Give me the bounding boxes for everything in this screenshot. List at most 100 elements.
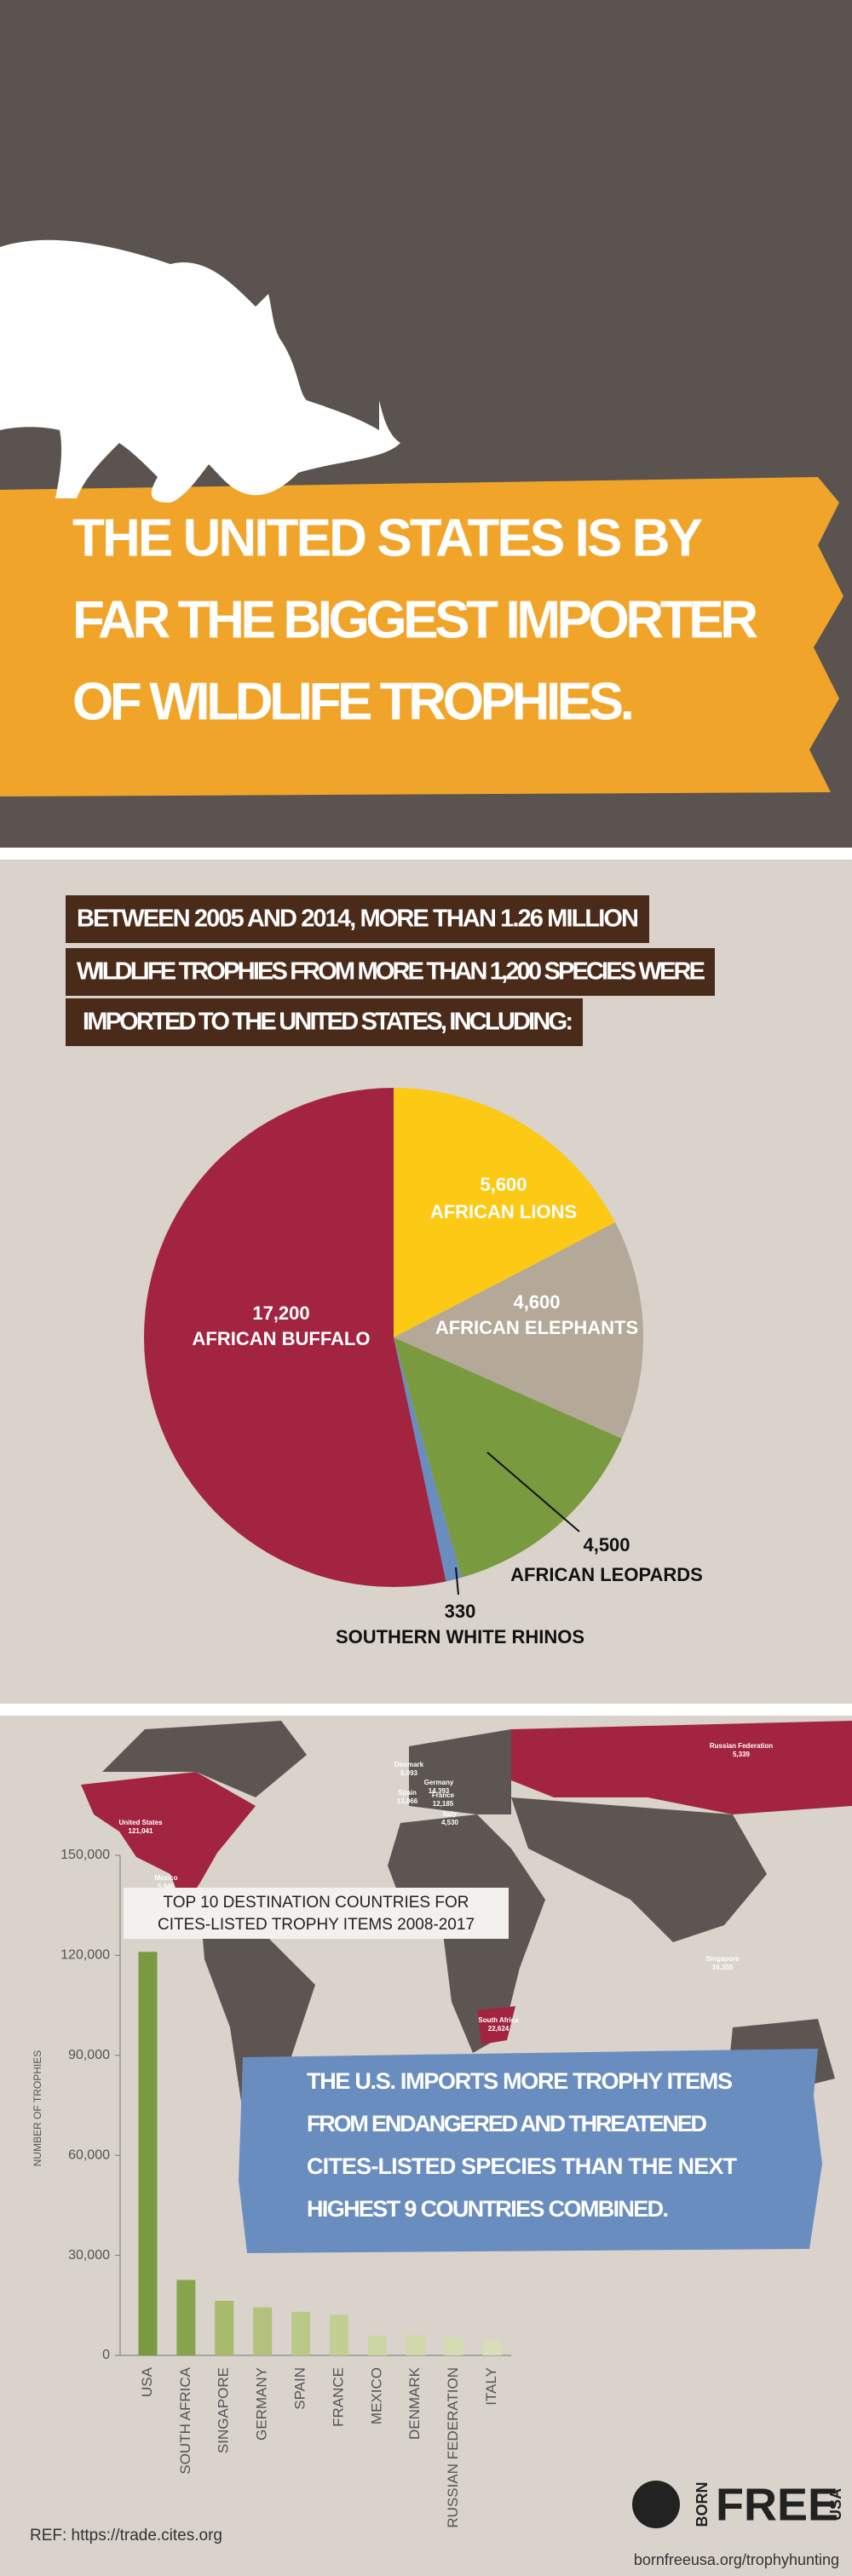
map-country: Italy xyxy=(443,1810,458,1818)
callout-line: FROM ENDANGERED AND THREATENED xyxy=(307,2111,707,2136)
map-value: 14,393 xyxy=(429,1787,450,1795)
pie-slice xyxy=(144,1088,446,1587)
x-tick-label: GERMANY xyxy=(254,2367,270,2441)
intro-line: WILDLIFE TROPHIES FROM MORE THAN 1,200 S… xyxy=(77,958,705,986)
map-south-america xyxy=(200,1908,315,2147)
pie-category-label: AFRICAN BUFFALO xyxy=(193,1328,371,1349)
logo-icon xyxy=(632,2481,680,2528)
callout-line: HIGHEST 9 COUNTRIES COMBINED. xyxy=(307,2196,669,2222)
x-tick-label: USA xyxy=(139,2366,155,2397)
map-country: United States xyxy=(118,1819,163,1826)
bar xyxy=(176,2280,196,2355)
y-tick-label: 120,000 xyxy=(60,1948,110,1963)
y-tick-label: 150,000 xyxy=(60,1848,110,1862)
map-value: 6,093 xyxy=(400,1769,418,1777)
divider xyxy=(0,1704,852,1716)
map-country: Russian Federation xyxy=(710,1742,773,1750)
x-tick-label: SPAIN xyxy=(292,2367,308,2410)
x-tick-label: ITALY xyxy=(483,2367,499,2406)
map-country: Singapore xyxy=(705,1955,740,1963)
map-value: 13,066 xyxy=(397,1797,418,1805)
title-line: THE UNITED STATES IS BY xyxy=(72,509,703,567)
pie-value-label: 5,600 xyxy=(480,1174,527,1195)
reference: REF: https://trade.cites.org xyxy=(30,2527,222,2544)
leader-line xyxy=(455,1567,459,1596)
intro-box xyxy=(66,895,649,943)
map-country: Mexico xyxy=(154,1874,177,1882)
map-russia xyxy=(511,1721,852,1814)
callout-line: THE U.S. IMPORTS MORE TROPHY ITEMS xyxy=(307,2068,733,2094)
map-value: 5,339 xyxy=(733,1751,751,1758)
pie-value-label: 330 xyxy=(445,1601,476,1622)
callout-box xyxy=(239,2049,822,2253)
intro-line: BETWEEN 2005 AND 2014, MORE THAN 1.26 MI… xyxy=(77,906,639,933)
logo-born: BORN xyxy=(694,2482,711,2527)
pie-value-label: 4,500 xyxy=(583,1534,630,1555)
pie-category-label: AFRICAN LEOPARDS xyxy=(510,1564,703,1585)
x-tick-label: SOUTH AFRICA xyxy=(177,2366,193,2474)
map-value: 16,355 xyxy=(712,1964,734,1971)
bar xyxy=(329,2314,348,2355)
pie-category-label: SOUTHERN WHITE RHINOS xyxy=(336,1626,584,1647)
map-usa xyxy=(81,1772,256,1908)
leader-line xyxy=(486,1452,580,1532)
map-country: Spain xyxy=(398,1789,417,1797)
map-country: Germany xyxy=(424,1779,454,1786)
y-tick-label: 30,000 xyxy=(68,2248,110,2263)
title-line: FAR THE BIGGEST IMPORTER xyxy=(72,590,758,649)
bar xyxy=(215,2300,234,2355)
map-canada xyxy=(102,1721,307,1797)
x-tick-label: FRANCE xyxy=(330,2367,346,2427)
map-value: 4,530 xyxy=(441,1819,459,1826)
pie-slice xyxy=(394,1222,643,1439)
logo-free: FREE xyxy=(716,2479,838,2530)
pie-slice xyxy=(394,1337,622,1578)
map-asia xyxy=(511,1797,767,1942)
bar xyxy=(482,2340,502,2355)
intro-box xyxy=(66,998,583,1046)
y-tick-label: 0 xyxy=(102,2348,110,2362)
bar xyxy=(444,2337,463,2355)
pie-category-label: AFRICAN LIONS xyxy=(430,1201,577,1222)
pie-value-label: 4,600 xyxy=(513,1291,560,1313)
map-country: Denmark xyxy=(394,1761,424,1768)
map-country: France xyxy=(432,1791,455,1799)
bar xyxy=(291,2311,311,2355)
bar-title-box xyxy=(124,1888,509,1939)
bar-title: TOP 10 DESTINATION COUNTRIES FOR xyxy=(164,1894,469,1912)
title-line: OF WILDLIFE TROPHIES. xyxy=(72,672,635,731)
map-value: 5,946 xyxy=(158,1883,176,1890)
bar xyxy=(253,2307,273,2355)
y-tick-label: 90,000 xyxy=(68,2048,110,2062)
pie-value-label: 17,200 xyxy=(252,1302,309,1324)
callout-line: CITES-LISTED SPECIES THAN THE NEXT xyxy=(307,2153,738,2179)
url: bornfreeusa.org/trophyhunting xyxy=(634,2551,839,2568)
intro-box xyxy=(66,948,715,996)
map-value: 12,185 xyxy=(433,1800,454,1808)
rhino-silhouette xyxy=(0,239,400,503)
pie-slice xyxy=(394,1337,462,1582)
x-tick-label: MEXICO xyxy=(368,2367,384,2424)
intro-line: IMPORTED TO THE UNITED STATES, INCLUDING… xyxy=(83,1009,573,1036)
pie-slice xyxy=(394,1088,616,1337)
x-tick-label: DENMARK xyxy=(406,2366,423,2440)
map-value: 22,624 xyxy=(488,2025,509,2033)
bar xyxy=(138,1952,158,2355)
brush-stroke xyxy=(0,477,843,796)
x-tick-label: RUSSIAN FEDERATION xyxy=(445,2367,461,2528)
bar-title: CITES-LISTED TROPHY ITEMS 2008-2017 xyxy=(158,1916,475,1934)
map-south-africa xyxy=(477,2006,515,2044)
x-tick-label: SINGAPORE xyxy=(216,2367,232,2453)
map-value: 121,041 xyxy=(129,1827,153,1835)
map-europe xyxy=(409,1729,511,1814)
logo-usa: USA xyxy=(827,2488,844,2521)
pie-category-label: AFRICAN ELEPHANTS xyxy=(435,1317,638,1338)
divider xyxy=(0,848,852,860)
y-tick-label: 60,000 xyxy=(68,2148,110,2162)
y-axis-label: NUMBER OF TROPHIES xyxy=(32,2050,43,2166)
bar xyxy=(406,2335,425,2355)
bar xyxy=(367,2335,387,2355)
pie-chart: 5,600 AFRICAN LIONS 4,600 AFRICAN ELEPHANTS… xyxy=(144,1088,703,1647)
map-country: South Africa xyxy=(478,2016,519,2024)
